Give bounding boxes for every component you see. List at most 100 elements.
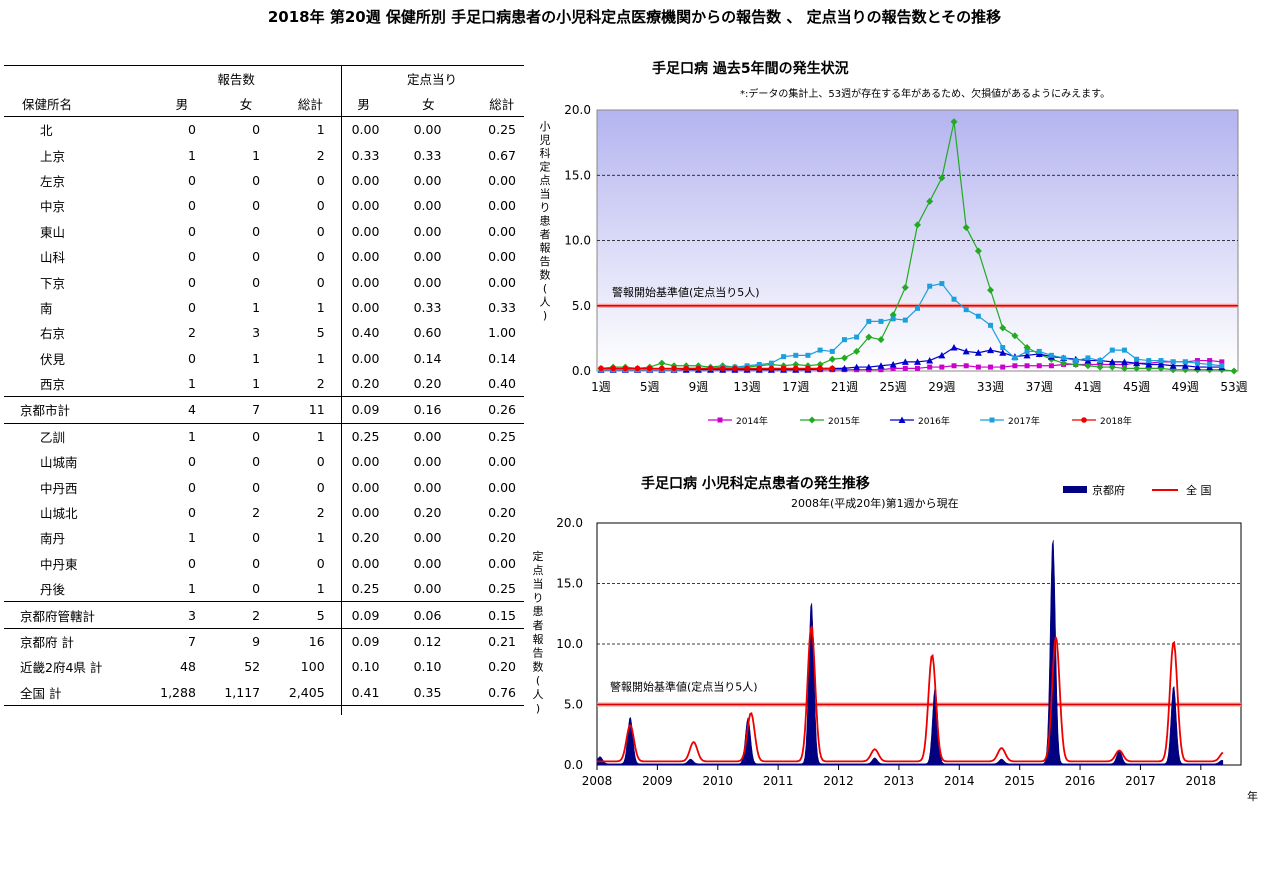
table-row: 丹後 1 0 1 0.25 0.00 0.25 <box>4 576 524 602</box>
chart1-point <box>865 333 873 341</box>
chart1-legend-marker <box>898 416 906 423</box>
cell-pm: 0.00 <box>351 198 380 214</box>
chart1-point <box>1085 355 1091 361</box>
cell-t: 100 <box>300 659 325 675</box>
chart1-point <box>877 362 885 369</box>
chart1-point <box>1023 351 1031 359</box>
chart1-legend-label: 2016年 <box>918 415 950 427</box>
cell-pf: 0.20 <box>413 505 442 521</box>
chart1-ytick: 0.0 <box>572 364 591 378</box>
cell-m: 1 <box>139 422 204 450</box>
cell-t: 0 <box>316 172 325 188</box>
chart1-legend-label: 2017年 <box>1008 415 1040 427</box>
cell-t: 1 <box>316 530 325 546</box>
chart1-point <box>974 349 982 356</box>
cell-pt: 0.26 <box>449 396 524 424</box>
chart1-legend-label: 2018年 <box>1100 415 1132 427</box>
cell-pm: 0.00 <box>351 299 380 315</box>
cell-pf: 0.33 <box>413 147 442 163</box>
cell-pm: 0.00 <box>351 122 380 138</box>
cell-pm: 0.00 <box>351 479 380 495</box>
chart2-ylabel-char: 数 <box>533 660 544 673</box>
chart2-ytick: 5.0 <box>564 698 583 712</box>
cell-f: 2 <box>203 601 269 629</box>
chart2-xtick: 2016 <box>1065 774 1096 788</box>
chart1-point <box>829 348 835 354</box>
cell-pm: 0.00 <box>351 454 380 470</box>
station-name: 京都府 計 <box>4 627 140 655</box>
chart1-point <box>1036 363 1042 369</box>
cell-pt: 0.25 <box>488 122 516 138</box>
chart1-point <box>1096 363 1104 371</box>
chart1-point <box>1084 362 1092 370</box>
chart2-ylabel-char: 人 <box>533 688 544 701</box>
chart1-point <box>805 365 811 372</box>
chart2-legend-label: 全 国 <box>1186 483 1212 497</box>
chart1-point <box>890 365 896 371</box>
table-row: 南丹 1 0 1 0.20 0.00 0.20 <box>4 525 524 550</box>
table-row: 京都府 計 7 9 16 0.09 0.12 0.21 <box>4 627 524 655</box>
chart2-ylabel-char: り <box>533 591 544 604</box>
cell-f: 52 <box>244 659 261 675</box>
cell-pt: 0.00 <box>488 479 516 495</box>
header-total: 総計 <box>268 90 333 117</box>
chart1-xtick: 21週 <box>831 380 858 394</box>
cell-pt: 0.00 <box>488 555 516 571</box>
table-row: 伏見 0 1 1 0.00 0.14 0.14 <box>4 346 524 371</box>
table-row: 全国 計 1,288 1,117 2,405 0.41 0.35 0.76 <box>4 679 524 706</box>
cell-pf: 0.00 <box>413 223 442 239</box>
chart1-ylabel-char: 小 <box>540 120 551 133</box>
chart1-point <box>926 357 934 364</box>
cell-pt: 0.20 <box>488 530 516 546</box>
chart1-point <box>659 365 665 372</box>
chart1-point <box>1024 363 1030 369</box>
header-station: 保健所名 <box>4 90 140 117</box>
chart1-point <box>646 365 653 372</box>
chart1-point <box>927 283 933 289</box>
station-name: 北 <box>40 123 53 139</box>
station-name: 東山 <box>40 224 66 240</box>
station-name: 山城南 <box>40 455 78 471</box>
cell-pm: 0.41 <box>339 679 388 706</box>
cell-t: 1 <box>316 299 325 315</box>
cell-pm: 0.00 <box>351 172 380 188</box>
table-row: 中丹西 0 0 0 0.00 0.00 0.00 <box>4 474 524 499</box>
cell-f: 1 <box>252 350 261 366</box>
chart1-point <box>1145 360 1153 368</box>
cell-t: 2 <box>316 376 325 392</box>
chart1-point <box>1182 359 1188 365</box>
cell-m: 0 <box>187 172 196 188</box>
cell-pm: 0.00 <box>351 249 380 265</box>
chart1-point <box>622 365 629 372</box>
cell-pf: 0.00 <box>387 422 450 450</box>
chart1-point <box>695 365 702 372</box>
chart1-ylabel-char: 人 <box>540 296 551 309</box>
cell-m: 0 <box>187 555 196 571</box>
cell-f: 0 <box>252 530 261 546</box>
chart2-ylabel-char: ( <box>536 674 540 687</box>
cell-t: 1 <box>316 122 325 138</box>
cell-pt: 0.25 <box>488 581 516 597</box>
cell-m: 48 <box>180 659 196 675</box>
cell-pt: 0.00 <box>488 198 516 214</box>
cell-pt: 0.00 <box>488 172 516 188</box>
chart1-point <box>1060 359 1068 367</box>
cell-f: 2 <box>252 505 261 521</box>
chart1-point <box>634 365 641 372</box>
chart2-xlabel: 年 <box>1247 789 1258 803</box>
station-name: 伏見 <box>40 351 66 367</box>
chart1-point <box>1133 364 1141 372</box>
chart1-point <box>853 363 861 371</box>
chart1-legend-marker <box>989 417 995 423</box>
cell-pf: 0.00 <box>413 555 442 571</box>
cell-pf: 0.00 <box>413 274 442 290</box>
chart1-point <box>927 364 933 370</box>
chart1-point <box>988 364 994 370</box>
header-male-per: 男 <box>339 90 388 117</box>
chart1-point <box>866 318 872 324</box>
chart1-point <box>1012 355 1018 361</box>
chart2-subtitle: 2008年(平成20年)第1週から現在 <box>791 496 959 510</box>
cell-pt: 0.20 <box>488 505 516 521</box>
chart1-xtick: 45週 <box>1123 380 1150 394</box>
chart1-point <box>854 334 860 340</box>
